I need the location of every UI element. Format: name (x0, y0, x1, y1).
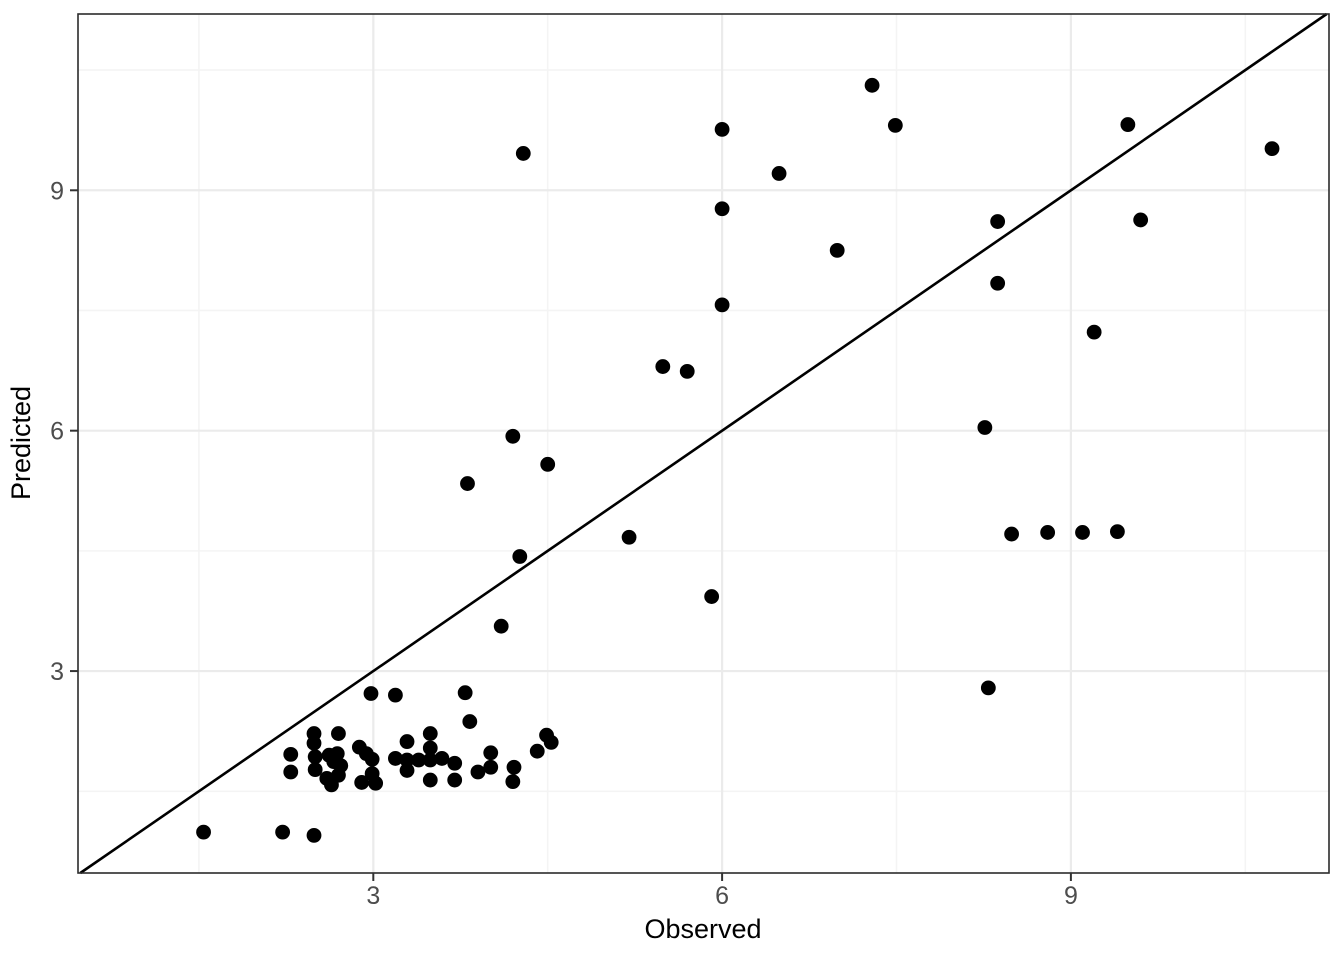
data-point (1040, 525, 1056, 540)
data-point (714, 297, 730, 313)
data-point (505, 428, 521, 444)
y-tick-label: 9 (50, 177, 64, 205)
data-point (483, 745, 499, 761)
data-point (515, 146, 531, 161)
data-point (422, 772, 438, 788)
data-point (354, 775, 370, 790)
data-point (306, 735, 322, 751)
data-point (1004, 526, 1019, 542)
data-point (679, 363, 695, 379)
data-point (977, 420, 993, 435)
data-point (329, 746, 345, 762)
data-point (434, 751, 450, 766)
data-point (460, 476, 475, 491)
data-point (714, 201, 730, 217)
data-point (307, 749, 323, 765)
data-point (1264, 141, 1280, 157)
data-point (512, 549, 528, 564)
panel-border (77, 13, 1330, 874)
data-point (283, 747, 299, 762)
x-tick-label: 6 (715, 882, 729, 910)
data-point (283, 764, 299, 780)
data-point (462, 714, 478, 729)
data-point (470, 764, 486, 780)
y-tick-label: 3 (50, 658, 64, 686)
y-tick-label: 6 (50, 418, 64, 446)
data-point (399, 752, 415, 768)
data-point (887, 117, 903, 133)
data-point (543, 734, 559, 750)
data-point (388, 687, 403, 703)
data-point (1133, 212, 1149, 228)
data-point (306, 827, 322, 843)
identity-line (79, 12, 1328, 875)
data-point (1109, 524, 1125, 540)
data-point (704, 589, 720, 604)
data-point (1086, 324, 1102, 340)
data-point (364, 751, 380, 767)
data-point (422, 726, 438, 741)
data-point (529, 743, 545, 759)
data-point (493, 618, 509, 634)
y-axis-title: Predicted (6, 386, 36, 500)
data-point (540, 456, 556, 472)
data-point (447, 755, 463, 771)
data-point (196, 824, 211, 840)
data-point (980, 680, 996, 696)
data-point (447, 772, 463, 788)
data-point (422, 752, 438, 768)
data-point (506, 759, 522, 775)
data-point (307, 762, 323, 778)
data-point (331, 726, 346, 741)
plot-panel: 3 6 9 3 6 9 (50, 12, 1330, 910)
data-point (368, 775, 384, 791)
data-point (411, 752, 427, 768)
data-point (1075, 525, 1090, 540)
data-point (483, 759, 499, 775)
data-point (714, 121, 730, 137)
data-point (990, 214, 1006, 229)
data-point (388, 751, 403, 766)
data-point (457, 685, 473, 701)
data-point (333, 758, 349, 774)
data-point (275, 824, 291, 840)
x-axis-title: Observed (644, 914, 761, 944)
data-point (990, 275, 1006, 291)
data-point (399, 763, 415, 778)
data-point (363, 686, 379, 701)
data-point (621, 529, 637, 545)
x-tick-label: 9 (1064, 882, 1078, 910)
data-point (864, 77, 880, 93)
data-point (422, 740, 438, 756)
data-point (1120, 117, 1136, 132)
data-point (829, 242, 845, 258)
data-point (505, 774, 521, 790)
data-point (399, 734, 415, 749)
data-point (771, 166, 787, 181)
data-point (655, 359, 671, 374)
x-tick-label: 3 (366, 882, 380, 910)
